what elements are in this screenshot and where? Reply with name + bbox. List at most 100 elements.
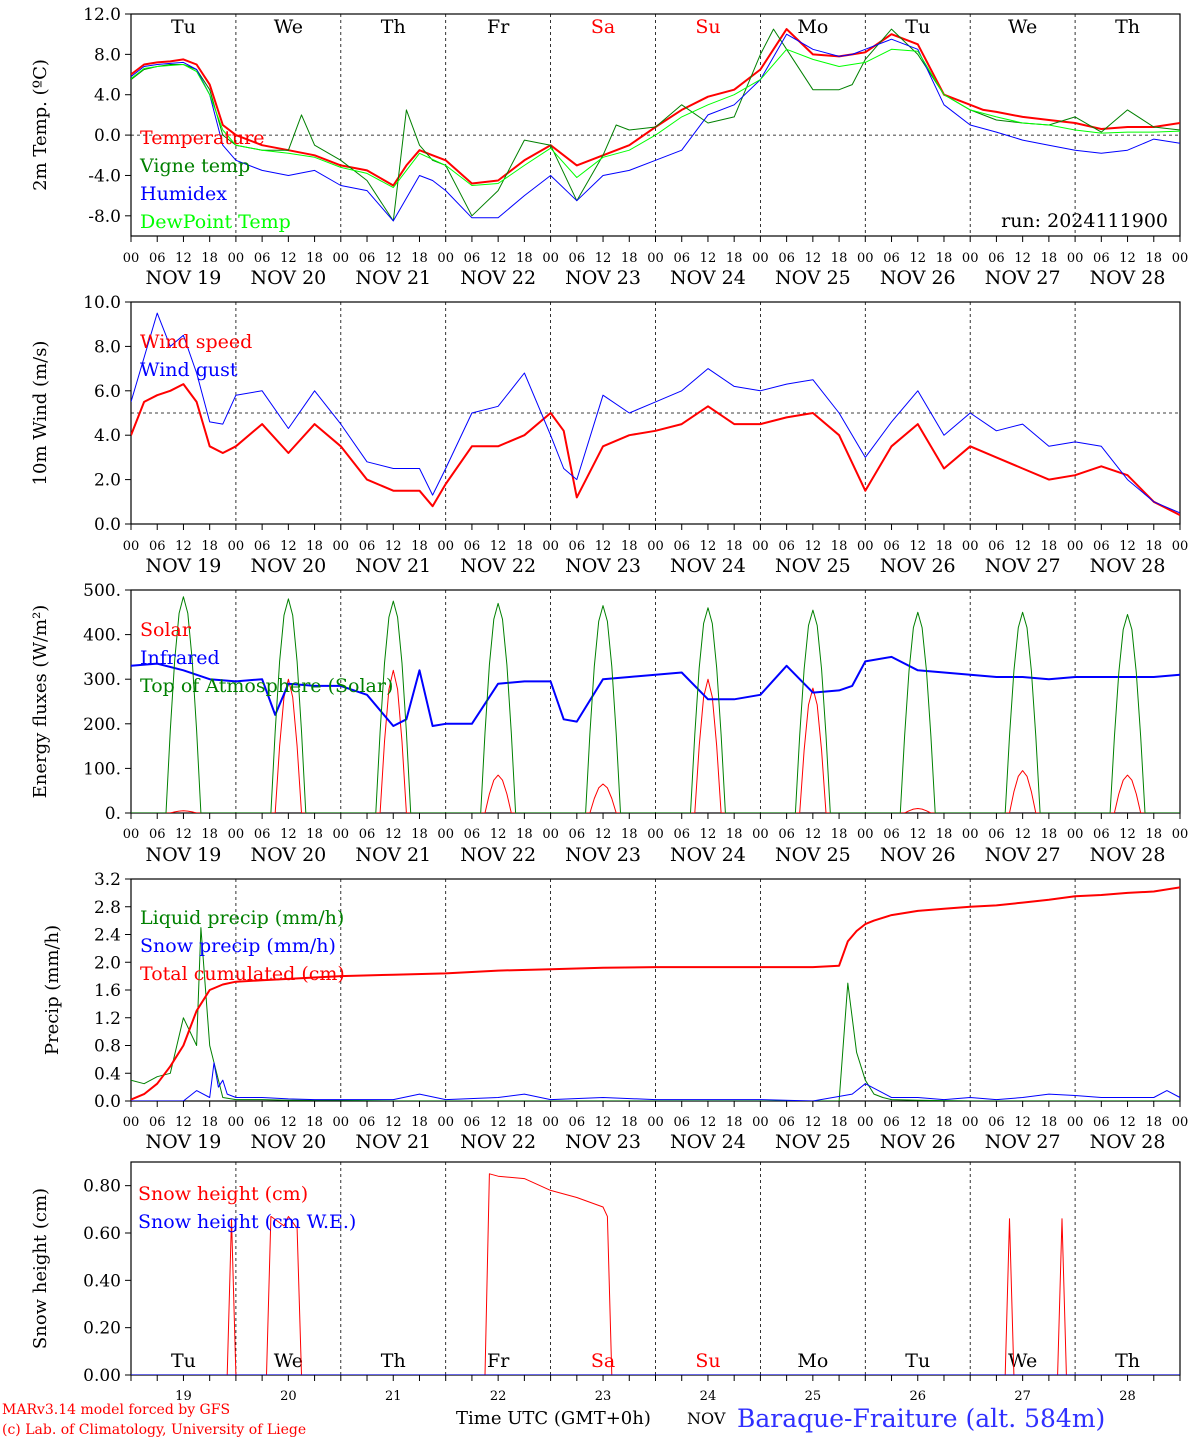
hour-tick-label: 06 — [149, 539, 166, 554]
day-label: NOV 23 — [565, 267, 641, 289]
hour-tick-label: 06 — [673, 1115, 690, 1130]
hour-tick-label: 18 — [831, 827, 848, 842]
series-line-total-cumulated-cm — [131, 886, 1180, 1101]
hour-tick-label: 12 — [490, 1115, 507, 1130]
day-label: NOV 26 — [880, 844, 956, 866]
meteogram-panels: 12.0 8.0 4.0 0.0 -4.0 -8.0 2m Temp. (ºC) 00 06 12… — [30, 5, 1188, 1404]
hour-tick-label: 12 — [909, 827, 926, 842]
legend-wind-speed: Wind speed — [140, 331, 252, 353]
y-tick-label: 3.2 — [94, 870, 121, 890]
y-tick-label: 0.40 — [83, 1271, 121, 1291]
hour-tick-label: 06 — [988, 1115, 1005, 1130]
weekday-label: Mo — [797, 16, 828, 38]
day-label: NOV 19 — [146, 555, 222, 577]
hour-tick-label: 06 — [569, 827, 586, 842]
hour-tick-label: 06 — [988, 251, 1005, 266]
hour-tick-label: 12 — [280, 1115, 297, 1130]
hour-tick-label: 06 — [883, 539, 900, 554]
hour-tick-label: 06 — [464, 1115, 481, 1130]
hour-tick-label: 18 — [621, 827, 638, 842]
hour-tick-label: 12 — [1119, 827, 1136, 842]
hour-tick-label: 00 — [437, 827, 454, 842]
hour-tick-label: 12 — [175, 827, 192, 842]
hour-tick-label: 18 — [411, 827, 428, 842]
hour-tick-label: 06 — [149, 827, 166, 842]
legend-wind-gust: Wind gust — [140, 359, 238, 381]
hour-tick-label: 00 — [1067, 539, 1084, 554]
panel-5: 0.80 0.60 0.40 0.20 0.00 Snow height (cm) Tu We… — [30, 1161, 1181, 1404]
hour-tick-label: 18 — [831, 1115, 848, 1130]
hour-tick-label: 06 — [883, 827, 900, 842]
hour-tick-label: 12 — [700, 1115, 717, 1130]
hour-tick-label: 18 — [411, 539, 428, 554]
day-label: NOV 19 — [146, 844, 222, 866]
hour-tick-label: 18 — [726, 827, 743, 842]
hour-tick-label: 18 — [411, 1115, 428, 1130]
hour-tick-label: 06 — [149, 251, 166, 266]
weekday-label: Sa — [591, 16, 615, 38]
hour-tick-label: 06 — [988, 539, 1005, 554]
y-tick-label: -8.0 — [88, 207, 121, 227]
day-label: NOV 24 — [670, 1131, 746, 1153]
hour-tick-label: 06 — [778, 539, 795, 554]
hour-tick-label: 06 — [673, 251, 690, 266]
y-tick-label: 500. — [83, 581, 121, 601]
hour-tick-label: 00 — [333, 251, 350, 266]
hour-tick-label: 00 — [962, 251, 979, 266]
hour-tick-label: 06 — [359, 539, 376, 554]
weekday-label: Tu — [905, 1350, 930, 1372]
hour-tick-label: 18 — [516, 1115, 533, 1130]
series-line-dewpoint-temp — [131, 48, 1180, 189]
hour-tick-label: 00 — [228, 1115, 245, 1130]
hour-tick-label: 12 — [1119, 251, 1136, 266]
hour-tick-label: 00 — [647, 251, 664, 266]
hour-tick-label: 00 — [1067, 251, 1084, 266]
panel-4: 3.2 2.8 2.4 2.0 1.6 1.2 0.8 0.4 0.0 Precip (mm/h)… — [42, 870, 1188, 1153]
day-label: NOV 20 — [250, 267, 326, 289]
hour-tick-label: 12 — [280, 539, 297, 554]
hour-tick-label: 00 — [752, 251, 769, 266]
hour-tick-label: 18 — [201, 827, 218, 842]
day-label: NOV 24 — [670, 555, 746, 577]
series-line-humidex — [131, 33, 1180, 222]
day-label: NOV 23 — [565, 1131, 641, 1153]
day-number-label: 20 — [280, 1389, 297, 1404]
weekday-label: Fr — [487, 1350, 510, 1372]
hour-tick-label: 00 — [437, 539, 454, 554]
hour-tick-label: 12 — [805, 539, 822, 554]
hour-tick-label: 06 — [464, 827, 481, 842]
hour-tick-label: 06 — [988, 827, 1005, 842]
day-label: NOV 24 — [670, 844, 746, 866]
weekday-label: Tu — [171, 16, 196, 38]
legend-liquid-precip: Liquid precip (mm/h) — [140, 907, 344, 929]
hour-tick-label: 18 — [621, 1115, 638, 1130]
day-label: NOV 22 — [460, 555, 536, 577]
day-label: NOV 21 — [355, 267, 431, 289]
y-tick-label: 0.60 — [83, 1224, 121, 1244]
hour-tick-label: 12 — [1014, 1115, 1031, 1130]
weekday-label: Tu — [905, 16, 930, 38]
footer-model: MARv3.14 model forced by GFS — [2, 1402, 230, 1418]
hour-tick-label: 06 — [254, 251, 271, 266]
hour-tick-label: 00 — [857, 827, 874, 842]
hour-tick-label: 06 — [464, 251, 481, 266]
day-label: NOV 26 — [880, 555, 956, 577]
day-label: NOV 21 — [355, 1131, 431, 1153]
footer: MARv3.14 model forced by GFS (c) Lab. of… — [2, 1402, 1105, 1438]
hour-tick-label: 12 — [1014, 539, 1031, 554]
y-tick-label: 1.2 — [94, 1009, 121, 1029]
hour-tick-label: 12 — [909, 1115, 926, 1130]
hour-tick-label: 00 — [857, 539, 874, 554]
hour-tick-label: 18 — [831, 251, 848, 266]
legend-snow-precip: Snow precip (mm/h) — [140, 935, 336, 957]
hour-tick-label: 12 — [805, 1115, 822, 1130]
day-label: NOV 23 — [565, 555, 641, 577]
footer-xaxis-label: Time UTC (GMT+0h) — [456, 1408, 651, 1429]
y-axis-label: Energy fluxes (W/m²) — [30, 605, 51, 799]
legend-snow-height-we: Snow height (cm W.E.) — [138, 1211, 356, 1233]
day-label: NOV 25 — [775, 267, 851, 289]
hour-tick-label: 18 — [201, 251, 218, 266]
hour-tick-label: 12 — [1119, 539, 1136, 554]
y-axis-label: Snow height (cm) — [30, 1188, 51, 1349]
